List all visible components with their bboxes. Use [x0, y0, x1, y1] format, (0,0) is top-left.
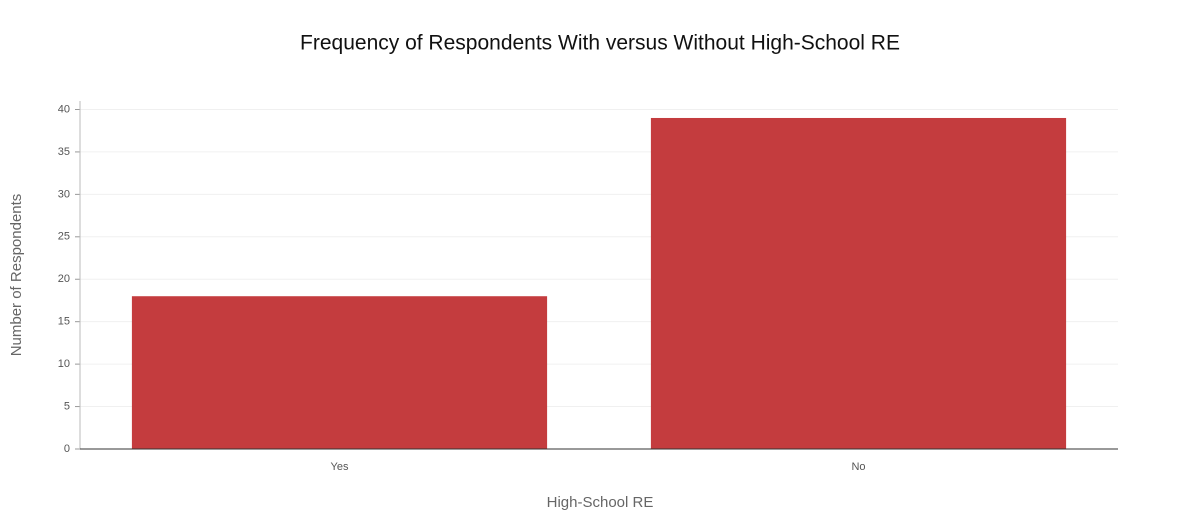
- y-axis-title: Number of Respondents: [8, 194, 25, 357]
- y-tick-label: 30: [58, 188, 70, 200]
- y-tick-label: 25: [58, 231, 70, 243]
- y-tick-label: 0: [64, 443, 70, 455]
- chart-title: Frequency of Respondents With versus Wit…: [300, 32, 900, 55]
- y-tick-label: 40: [58, 103, 70, 115]
- bar: [131, 296, 548, 449]
- x-axis-title: High-School RE: [547, 494, 654, 511]
- x-tick-label: Yes: [331, 461, 349, 473]
- y-tick-label: 5: [64, 400, 70, 412]
- x-tick-label: No: [851, 461, 865, 473]
- y-tick-label: 20: [58, 273, 70, 285]
- y-tick-label: 35: [58, 146, 70, 158]
- y-tick-label: 10: [58, 358, 70, 370]
- bar: [650, 117, 1067, 449]
- y-tick-label: 15: [58, 316, 70, 328]
